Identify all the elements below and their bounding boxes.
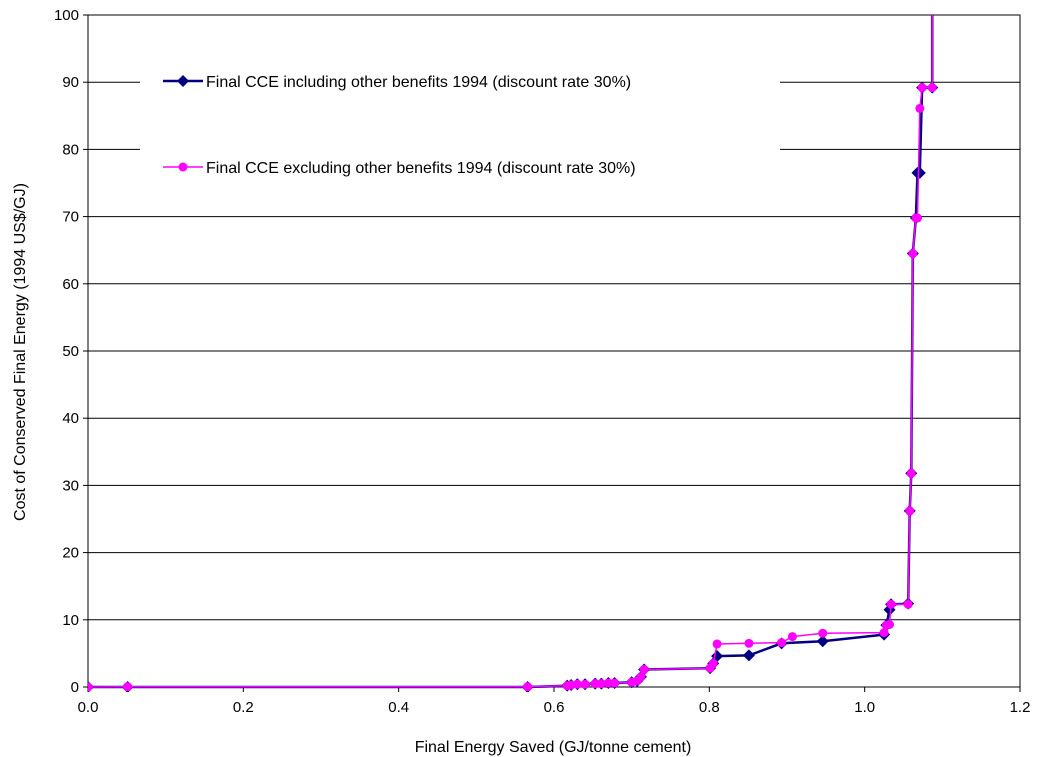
- series: [88, 15, 939, 692]
- data-point: [742, 649, 755, 662]
- y-tick-label: 0: [71, 679, 79, 696]
- data-point: [639, 665, 649, 675]
- y-axis-title: Cost of Conserved Final Energy (1994 US$…: [12, 183, 29, 521]
- x-tick-label: 0.2: [233, 699, 254, 716]
- x-tick-label: 0.0: [78, 699, 99, 716]
- data-point: [912, 213, 922, 223]
- legend-marker: [177, 75, 189, 87]
- x-axis-title: Final Energy Saved (GJ/tonne cement): [415, 739, 692, 756]
- x-tick-label: 1.2: [1010, 699, 1031, 716]
- data-point: [885, 620, 895, 630]
- data-point: [908, 249, 918, 259]
- data-point: [603, 678, 613, 688]
- legend-label: Final CCE excluding other benefits 1994 …: [206, 160, 636, 177]
- data-point: [915, 103, 925, 113]
- legend-label: Final CCE including other benefits 1994 …: [206, 74, 631, 91]
- y-tick-label: 40: [62, 410, 79, 427]
- data-point: [596, 679, 606, 689]
- legend-marker: [178, 162, 188, 172]
- data-point: [906, 468, 916, 478]
- x-tick-label: 0.4: [388, 699, 409, 716]
- x-tick-label: 0.8: [699, 699, 720, 716]
- y-tick-label: 60: [62, 276, 79, 293]
- data-point: [610, 678, 620, 688]
- y-tick-label: 100: [54, 7, 79, 24]
- y-tick-label: 70: [62, 209, 79, 226]
- data-point: [636, 672, 646, 682]
- y-tick-labels: 0 10 20 30 40 50 60 70 80 90 100: [54, 7, 79, 696]
- data-point: [123, 682, 133, 692]
- x-tick-label: 1.0: [854, 699, 875, 716]
- y-tick-label: 30: [62, 477, 79, 494]
- data-point: [913, 166, 926, 179]
- y-tick-label: 90: [62, 74, 79, 91]
- data-point: [905, 506, 915, 516]
- x-tick-labels: 0.0 0.2 0.4 0.6 0.8 1.0 1.2: [78, 699, 1031, 716]
- y-tick-label: 50: [62, 343, 79, 360]
- x-tick-label: 0.6: [544, 699, 565, 716]
- data-point: [744, 638, 754, 648]
- data-point: [879, 628, 889, 638]
- legend-background: [140, 62, 780, 192]
- data-point: [590, 679, 600, 689]
- data-point: [88, 682, 93, 692]
- data-point: [816, 635, 829, 648]
- data-point: [927, 83, 937, 93]
- y-tick-label: 10: [62, 612, 79, 629]
- data-point: [572, 679, 582, 689]
- y-tick-label: 20: [62, 545, 79, 562]
- data-point: [787, 632, 797, 642]
- y-tick-label: 80: [62, 141, 79, 158]
- data-point: [903, 599, 913, 609]
- data-point: [712, 639, 722, 649]
- series-2: [88, 15, 937, 692]
- legend: Final CCE including other benefits 1994 …: [140, 62, 780, 192]
- data-point: [708, 658, 718, 668]
- data-point: [917, 83, 927, 93]
- data-point: [580, 679, 590, 689]
- data-point: [777, 638, 787, 648]
- data-point: [523, 682, 533, 692]
- data-point: [818, 628, 828, 638]
- data-point: [886, 599, 896, 609]
